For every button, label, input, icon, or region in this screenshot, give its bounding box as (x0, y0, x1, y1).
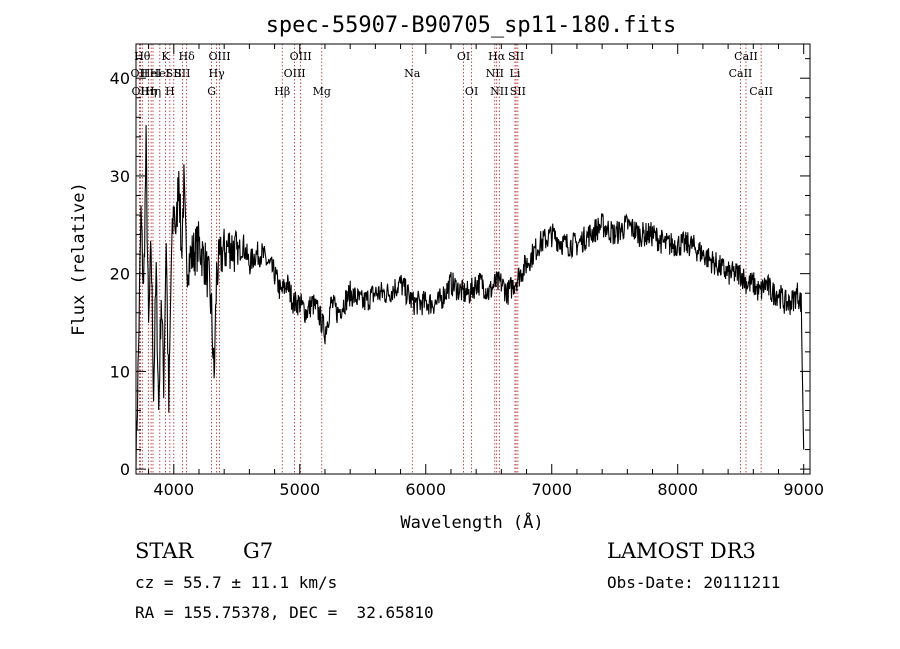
line-marker-label: OI (465, 85, 478, 98)
plot-frame (135, 43, 811, 475)
line-marker-label: HeI (150, 67, 170, 80)
line-marker-label: Li (510, 67, 521, 80)
x-axis-label: Wavelength (Å) (400, 511, 543, 533)
x-tick-label: 9000 (783, 480, 824, 499)
survey-name: LAMOST DR3 (607, 539, 756, 563)
redshift-velocity: cz = 55.7 ± 11.1 km/s (135, 573, 338, 592)
object-subclass: G7 (243, 539, 274, 563)
line-marker-label: K (161, 50, 170, 63)
line-marker-label: Mg (313, 85, 331, 98)
y-tick-label: 40 (110, 69, 130, 88)
line-marker-label: CaII (734, 50, 758, 63)
line-marker-label: CaII (729, 67, 753, 80)
line-marker-label: OIII (284, 67, 306, 80)
y-axis-label: Flux (relative) (69, 182, 89, 336)
line-marker-label: NII (490, 85, 508, 98)
observation-date: Obs-Date: 20111211 (607, 573, 781, 592)
line-marker-label: SII (508, 50, 524, 63)
sky-coordinates: RA = 155.75378, DEC = 32.65810 (135, 603, 434, 622)
line-marker-label: OII (131, 67, 149, 80)
line-marker-label: Hη (140, 85, 156, 98)
spectrum-chart: spec-55907-B90705_sp11-180.fits Hθ OII OII… (69, 13, 824, 533)
line-marker-labels: HθOIIOIIHηHeIHηHeIKHSIIHδSIIGHγOIIIHβOII… (131, 50, 773, 98)
line-marker-label: OIII (208, 50, 230, 63)
line-marker-label: SII (510, 85, 526, 98)
line-marker-label: G (207, 85, 216, 98)
object-class: STAR (135, 539, 194, 563)
y-tick-label: 30 (110, 167, 130, 186)
y-tick-label: 0 (120, 460, 130, 479)
chart-title: spec-55907-B90705_sp11-180.fits (266, 13, 677, 38)
line-marker-label: Hδ (179, 50, 196, 63)
line-markers (139, 44, 762, 474)
line-marker-label: Hβ (274, 85, 290, 98)
line-marker-label: Na (404, 67, 421, 80)
x-tick-label: 6000 (405, 480, 446, 499)
line-marker-label: OI (457, 50, 470, 63)
line-marker-label: CaII (749, 85, 773, 98)
line-marker-label: OIII (290, 50, 312, 63)
line-marker-label: SII (174, 67, 190, 80)
x-tick-label: 7000 (531, 480, 572, 499)
y-tick-label: 20 (110, 265, 130, 284)
line-marker-label: Hγ (209, 67, 226, 80)
line-marker-label: SII (166, 67, 182, 80)
line-marker-label: HeI (141, 67, 161, 80)
line-marker-label: NII (486, 67, 504, 80)
y-tick-label: 10 (110, 362, 130, 381)
line-marker-label: Hη (145, 85, 161, 98)
x-tick-label: 5000 (279, 480, 320, 499)
spectrum-series (135, 125, 805, 470)
x-tick-label: 8000 (657, 480, 698, 499)
line-marker-label: Hα (488, 50, 506, 63)
x-tick-label: 4000 (153, 480, 194, 499)
line-marker-label: H (165, 85, 175, 98)
axis-ticks: 4000 5000 6000 7000 8000 9000 0 10 20 30 40 (110, 44, 824, 499)
line-marker-label: Hθ (134, 50, 151, 63)
